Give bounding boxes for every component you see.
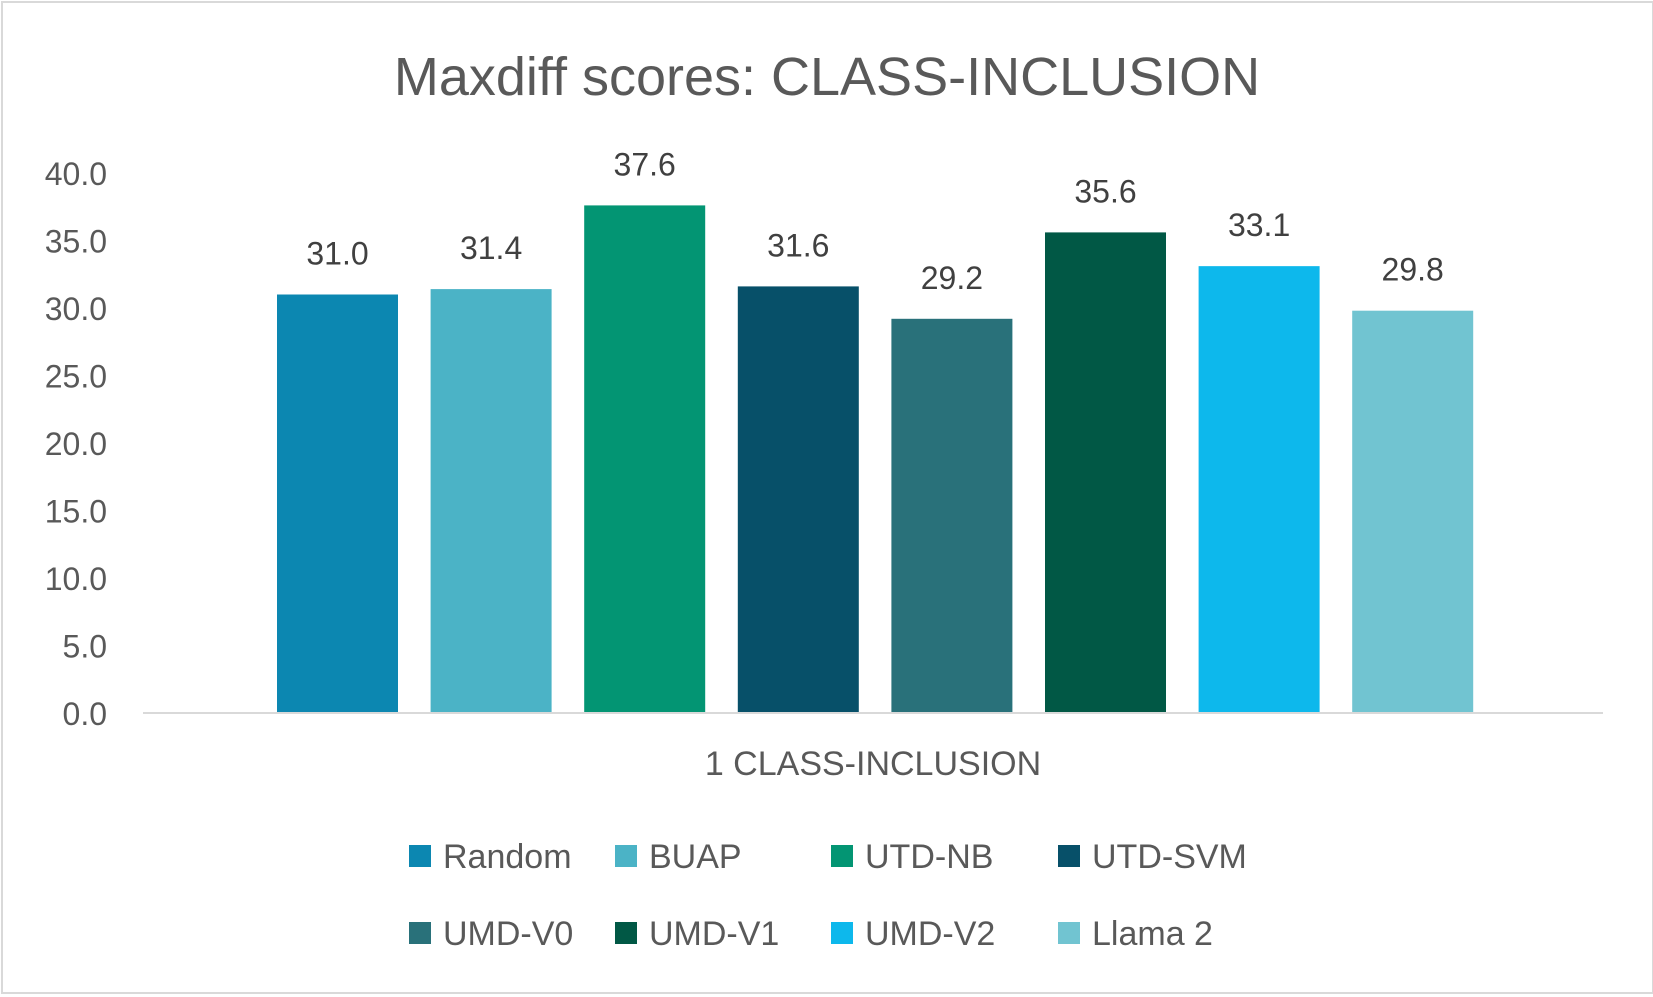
bar-chart: Maxdiff scores: CLASS-INCLUSION 0.0 5.0 10… — [45, 47, 1603, 953]
legend-label: UTD-NB — [865, 838, 993, 876]
bar-umd-v1 — [1045, 232, 1166, 713]
legend: Random BUAP UTD-NB UTD-SVM UMD-V0 UMD-V1 UMD-V… — [409, 838, 1247, 953]
legend-item: UTD-NB — [831, 838, 993, 876]
legend-label: UMD-V0 — [443, 915, 573, 953]
bars — [277, 205, 1474, 713]
y-tick-label: 40.0 — [45, 156, 107, 192]
legend-swatch — [831, 922, 853, 944]
bar-llama-2 — [1352, 310, 1474, 713]
legend-label: UTD-SVM — [1092, 838, 1247, 876]
legend-item: UMD-V1 — [615, 915, 779, 953]
data-label: 37.6 — [614, 146, 676, 182]
legend-swatch — [409, 922, 431, 944]
bar-buap — [430, 289, 552, 713]
legend-swatch — [1058, 922, 1080, 944]
legend-label: UMD-V1 — [649, 915, 779, 953]
legend-item: BUAP — [615, 838, 742, 876]
data-label: 31.4 — [460, 230, 522, 266]
data-label: 35.6 — [1074, 173, 1136, 209]
y-tick-label: 25.0 — [45, 359, 107, 395]
legend-item: UMD-V0 — [409, 915, 573, 953]
data-label: 33.1 — [1228, 207, 1290, 243]
legend-item: Llama 2 — [1058, 915, 1213, 953]
bar-random — [277, 294, 398, 713]
y-tick-label: 10.0 — [45, 561, 107, 597]
data-label: 31.0 — [306, 236, 368, 272]
legend-label: Llama 2 — [1092, 915, 1213, 953]
legend-swatch — [615, 845, 637, 867]
legend-item: Random — [409, 838, 572, 876]
data-labels: 31.0 31.4 37.6 31.6 29.2 35.6 33.1 29.8 — [306, 146, 1443, 295]
legend-item: UMD-V2 — [831, 915, 995, 953]
bar-utd-svm — [737, 286, 859, 713]
y-tick-label: 0.0 — [63, 696, 107, 732]
y-tick-label: 35.0 — [45, 224, 107, 260]
bar-umd-v0 — [891, 318, 1013, 713]
y-tick-label: 5.0 — [63, 629, 107, 665]
legend-swatch — [615, 922, 637, 944]
legend-swatch — [1058, 845, 1080, 867]
legend-swatch — [831, 845, 853, 867]
legend-item: UTD-SVM — [1058, 838, 1247, 876]
legend-label: UMD-V2 — [865, 915, 995, 953]
y-tick-label: 30.0 — [45, 291, 107, 327]
data-label: 29.2 — [921, 260, 983, 296]
y-tick-label: 20.0 — [45, 426, 107, 462]
legend-label: Random — [443, 838, 572, 876]
data-label: 29.8 — [1382, 252, 1444, 288]
bar-utd-nb — [584, 205, 706, 713]
legend-swatch — [409, 845, 431, 867]
bar-umd-v2 — [1198, 266, 1320, 713]
category-label: 1 CLASS-INCLUSION — [705, 745, 1041, 783]
y-tick-label: 15.0 — [45, 494, 107, 530]
data-label: 31.6 — [767, 227, 829, 263]
y-axis: 0.0 5.0 10.0 15.0 20.0 25.0 30.0 35.0 40.0 — [45, 156, 107, 732]
chart-title: Maxdiff scores: CLASS-INCLUSION — [394, 47, 1260, 107]
legend-label: BUAP — [649, 838, 742, 876]
